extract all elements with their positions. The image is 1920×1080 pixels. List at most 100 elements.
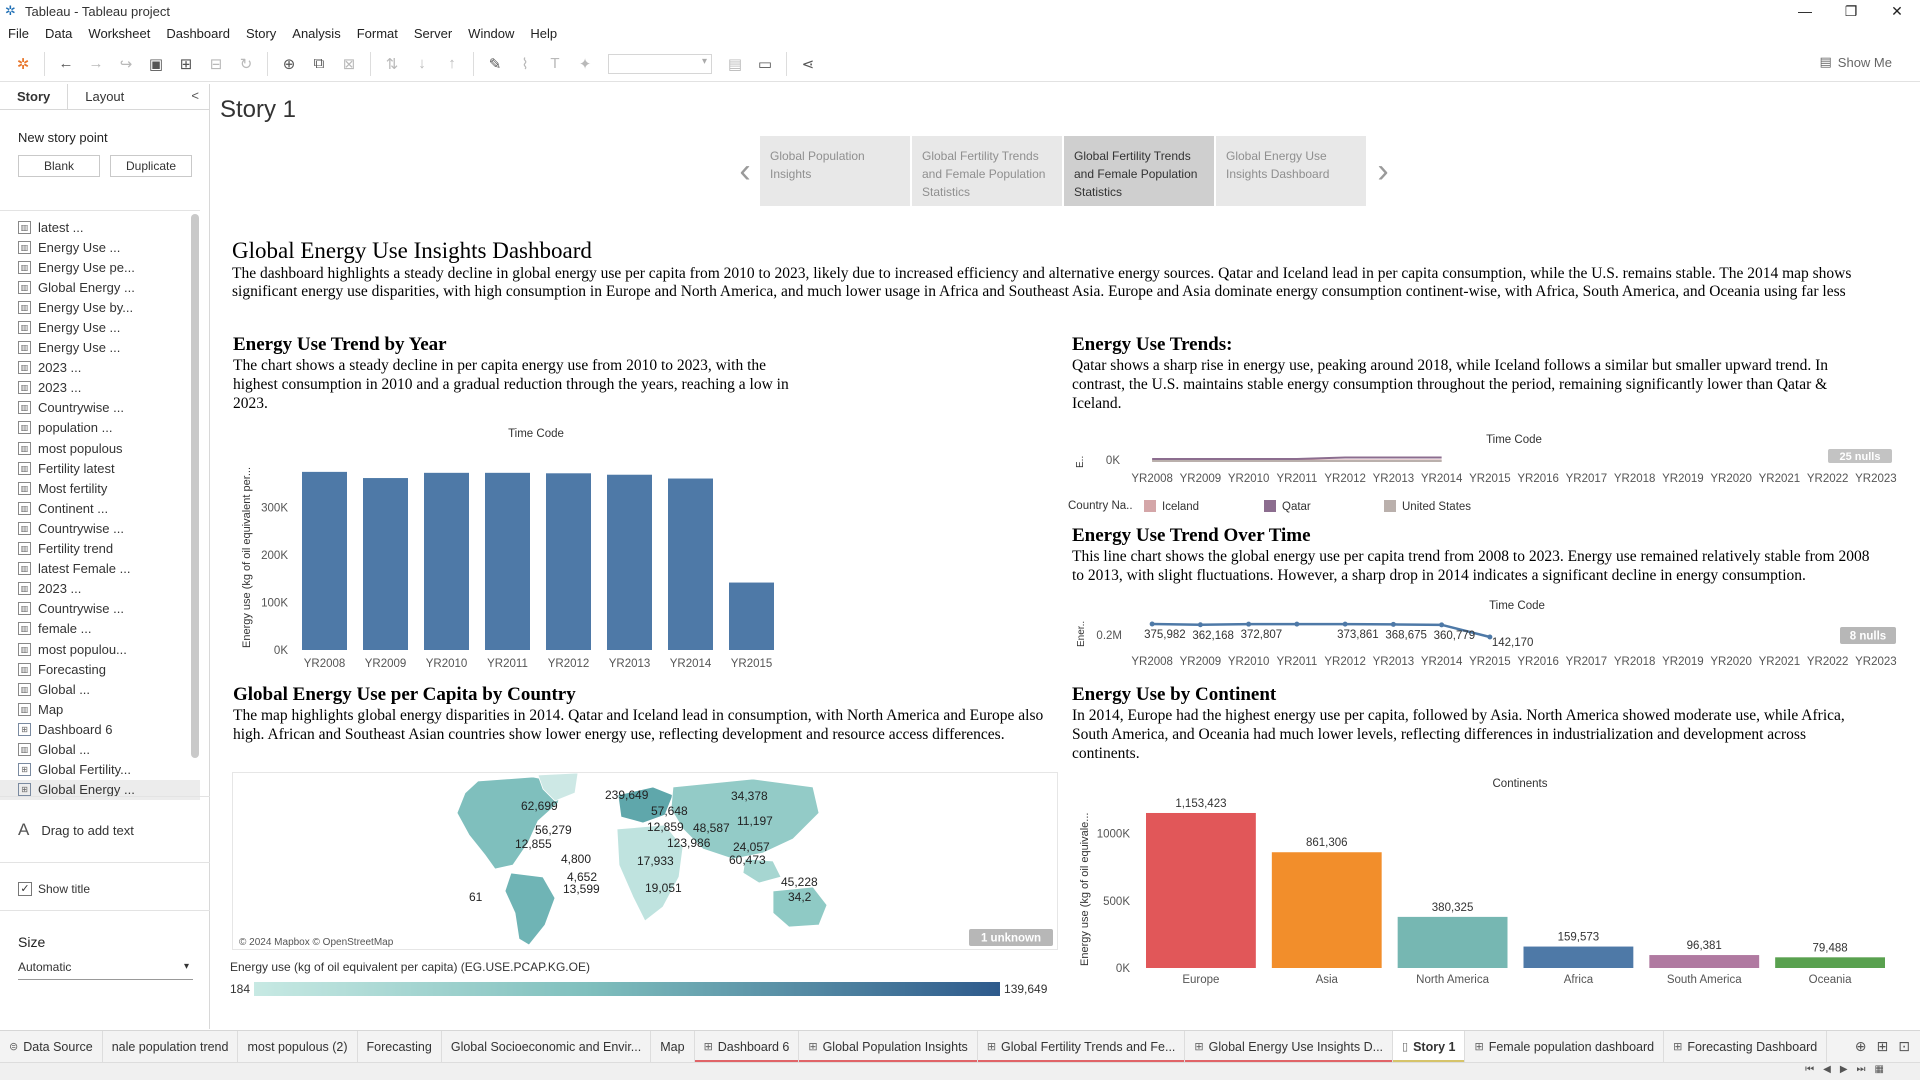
world-map[interactable]: 62,699 239,649 34,378 57,648 56,279 12,859 48,…: [233, 772, 1059, 951]
bar-YR2008[interactable]: [302, 471, 347, 650]
series-line-qatar[interactable]: [1152, 456, 1442, 460]
sheet-tab[interactable]: ⊜ Data Source: [0, 1030, 103, 1063]
tab-story[interactable]: Story: [0, 84, 69, 109]
sheet-tab[interactable]: nale population trend: [103, 1030, 239, 1063]
story-sheet-item[interactable]: ▥ Fertility trend: [0, 539, 200, 559]
last-sheet-icon[interactable]: ⏭: [1856, 1064, 1866, 1075]
story-sheet-item[interactable]: ⊞ Global Fertility...: [0, 760, 200, 780]
story-sheet-item[interactable]: ▥ female ...: [0, 619, 200, 639]
sheet-tab[interactable]: Map: [651, 1030, 695, 1063]
swap-icon[interactable]: ⇅: [385, 55, 399, 73]
story-sheet-item[interactable]: ▥ 2023 ...: [0, 579, 200, 599]
story-sheet-item[interactable]: ▥ Energy Use ...: [0, 317, 200, 337]
prev-sheet-icon[interactable]: ◀: [1823, 1064, 1831, 1075]
blank-button[interactable]: Blank: [18, 155, 100, 177]
story-sheet-item[interactable]: ▥ Countrywise ...: [0, 599, 200, 619]
menu-worksheet[interactable]: Worksheet: [88, 25, 151, 41]
menu-server[interactable]: Server: [413, 25, 453, 41]
show-cards-icon[interactable]: ▤: [727, 55, 743, 73]
menu-story[interactable]: Story: [245, 25, 277, 41]
redo-icon[interactable]: →: [88, 55, 104, 72]
new-datasource-icon[interactable]: ⊞: [179, 55, 193, 73]
story-sheet-item[interactable]: ▥ Energy Use ...: [0, 237, 200, 257]
tableau-home-icon[interactable]: ✲: [16, 55, 30, 73]
story-sheet-item[interactable]: ⊞ Dashboard 6: [0, 719, 200, 739]
group-icon[interactable]: ⌇: [521, 55, 529, 73]
legend-item[interactable]: United States: [1402, 501, 1471, 513]
global-energy-line[interactable]: [1152, 622, 1491, 639]
trend-over-time-line-chart[interactable]: Time Code Ener.. 0.2M 375,982 362,168 372,807…: [1068, 597, 1908, 669]
line-point[interactable]: [1246, 621, 1252, 627]
story-sheet-item[interactable]: ▥ Global ...: [0, 679, 200, 699]
bar-YR2011[interactable]: [485, 472, 530, 650]
menu-analysis[interactable]: Analysis: [292, 25, 341, 41]
drag-text-object[interactable]: A Drag to add text: [18, 820, 134, 840]
grid-view-icon[interactable]: ▦: [1874, 1064, 1884, 1075]
line-point[interactable]: [1390, 621, 1396, 627]
unknown-badge[interactable]: 1 unknown: [981, 933, 1041, 945]
refresh-icon[interactable]: ↻: [239, 55, 253, 73]
story-sheet-item[interactable]: ▥ most populous: [0, 438, 200, 458]
menu-help[interactable]: Help: [530, 25, 558, 41]
story-point-4[interactable]: Global Energy Use Insights Dashboard: [1216, 136, 1366, 206]
nulls-badge[interactable]: [1840, 627, 1896, 644]
nulls-badge[interactable]: [1828, 449, 1892, 463]
previous-story-point-icon[interactable]: ‹: [739, 151, 751, 190]
highlight-icon[interactable]: ✎: [488, 55, 502, 73]
pin-icon[interactable]: ✦: [578, 55, 592, 73]
bar-asia[interactable]: [1271, 852, 1382, 968]
tab-layout[interactable]: Layout: [85, 89, 125, 104]
next-sheet-icon[interactable]: ▶: [1839, 1064, 1848, 1075]
labels-icon[interactable]: T: [550, 55, 560, 72]
show-me-button[interactable]: ▤ Show Me: [1820, 54, 1893, 70]
story-sheet-item[interactable]: ▥ Forecasting: [0, 659, 200, 679]
story-point-2[interactable]: Global Fertility Trends and Female Popul…: [912, 136, 1062, 206]
pause-updates-icon[interactable]: ⊟: [209, 55, 223, 73]
clear-sheet-icon[interactable]: ⊠: [342, 55, 356, 73]
story-sheet-item[interactable]: ▥ latest ...: [0, 217, 200, 237]
bar-YR2015[interactable]: [729, 582, 774, 650]
story-sheet-item[interactable]: ▥ Global Energy ...: [0, 277, 200, 297]
energy-by-continent-bar-chart[interactable]: Continents Energy use (kg of oil equivale…: [1068, 770, 1898, 992]
story-sheet-item[interactable]: ▥ Map: [0, 699, 200, 719]
story-sheet-item[interactable]: ⊞ Global Energy ...: [0, 779, 200, 800]
bar-YR2009[interactable]: [363, 478, 408, 650]
story-point-1[interactable]: Global Population Insights: [760, 136, 910, 206]
collapse-panel-icon[interactable]: <: [191, 88, 199, 103]
bar-YR2013[interactable]: [607, 474, 652, 650]
menu-format[interactable]: Format: [356, 25, 398, 41]
duplicate-button[interactable]: Duplicate: [110, 155, 192, 177]
line-point[interactable]: [1487, 634, 1493, 640]
sheet-tab[interactable]: ⊞ Global Population Insights: [799, 1030, 978, 1063]
sheet-tab[interactable]: ⊞ Global Fertility Trends and Fe...: [978, 1030, 1186, 1063]
story-sheet-item[interactable]: ▥ Countrywise ...: [0, 398, 200, 418]
bar-YR2012[interactable]: [546, 473, 591, 650]
new-dashboard-tab-icon[interactable]: ⊞: [1876, 1038, 1889, 1054]
line-point[interactable]: [1294, 621, 1300, 627]
fit-select[interactable]: [608, 53, 712, 74]
share-icon[interactable]: ⋖: [801, 55, 815, 73]
bar-YR2014[interactable]: [668, 478, 713, 650]
story-sheet-item[interactable]: ▥ Most fertility: [0, 478, 200, 498]
size-select[interactable]: Automatic ▾: [18, 960, 193, 980]
bar-south-america[interactable]: [1649, 955, 1760, 968]
new-worksheet-icon[interactable]: ⊕: [282, 55, 296, 73]
first-sheet-icon[interactable]: ⏮: [1805, 1064, 1815, 1075]
checkbox-checked-icon[interactable]: ✓: [18, 882, 32, 896]
bar-north-america[interactable]: [1397, 916, 1508, 968]
minimize-icon[interactable]: —: [1798, 2, 1812, 19]
line-point[interactable]: [1197, 622, 1203, 628]
sheet-tab[interactable]: ⊞ Forecasting Dashboard: [1664, 1030, 1828, 1063]
story-sheet-item[interactable]: ▥ latest Female ...: [0, 559, 200, 579]
bar-oceania[interactable]: [1775, 957, 1885, 968]
world-map-panel[interactable]: 62,699 239,649 34,378 57,648 56,279 12,859 48,…: [232, 772, 1058, 950]
story-sheet-item[interactable]: ▥ most populou...: [0, 639, 200, 659]
replay-icon[interactable]: ↪: [119, 55, 133, 73]
legend-item[interactable]: Qatar: [1282, 501, 1311, 513]
story-sheet-item[interactable]: ▥ Continent ...: [0, 498, 200, 518]
undo-icon[interactable]: ←: [58, 55, 74, 72]
duplicate-sheet-icon[interactable]: ⧉: [313, 55, 325, 72]
menu-dashboard[interactable]: Dashboard: [166, 25, 230, 41]
sheet-tab[interactable]: most populous (2): [238, 1030, 358, 1063]
line-point[interactable]: [1149, 621, 1155, 627]
